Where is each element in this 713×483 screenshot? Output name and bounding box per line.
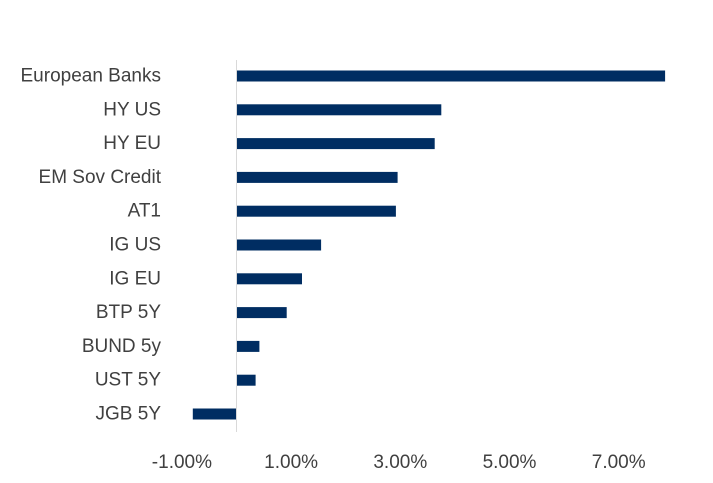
- category-label-ig-us: IG US: [109, 235, 161, 256]
- x-tick-label: 7.00%: [592, 452, 646, 473]
- category-label-hy-us: HY US: [103, 99, 161, 120]
- category-labels: European Banks HY US HY EU EM Sov Credit AT1…: [21, 66, 162, 425]
- bar-ust-5y: [236, 374, 256, 386]
- x-tick-label: 5.00%: [483, 452, 537, 473]
- category-label-btp-5y: BTP 5Y: [96, 302, 161, 323]
- bar-em-sov-credit: [236, 171, 398, 183]
- category-label-bund-5y: BUND 5y: [82, 336, 162, 357]
- category-label-hy-eu: HY EU: [103, 133, 161, 154]
- bars-layer: [192, 70, 666, 420]
- category-label-em-sov-credit: EM Sov Credit: [39, 167, 162, 188]
- bar-ig-us: [236, 239, 322, 251]
- bar-hy-us: [236, 104, 442, 116]
- x-tick-label: 3.00%: [373, 452, 427, 473]
- x-tick-labels: -1.00% 1.00% 3.00% 5.00% 7.00%: [152, 452, 646, 473]
- category-label-european-banks: European Banks: [21, 66, 162, 87]
- x-tick-label: -1.00%: [152, 452, 212, 473]
- bar-european-banks: [236, 70, 666, 82]
- category-label-jgb-5y: JGB 5Y: [96, 404, 162, 425]
- bar-btp-5y: [236, 307, 287, 319]
- bar-at1: [236, 205, 396, 217]
- category-label-ig-eu: IG EU: [109, 268, 161, 289]
- bar-bund-5y: [236, 340, 260, 352]
- x-tick-label: 1.00%: [264, 452, 318, 473]
- category-label-at1: AT1: [128, 201, 161, 222]
- bar-ig-eu: [236, 273, 302, 285]
- bar-hy-eu: [236, 138, 435, 150]
- category-label-ust-5y: UST 5Y: [95, 370, 162, 391]
- bar-jgb-5y: [192, 408, 237, 420]
